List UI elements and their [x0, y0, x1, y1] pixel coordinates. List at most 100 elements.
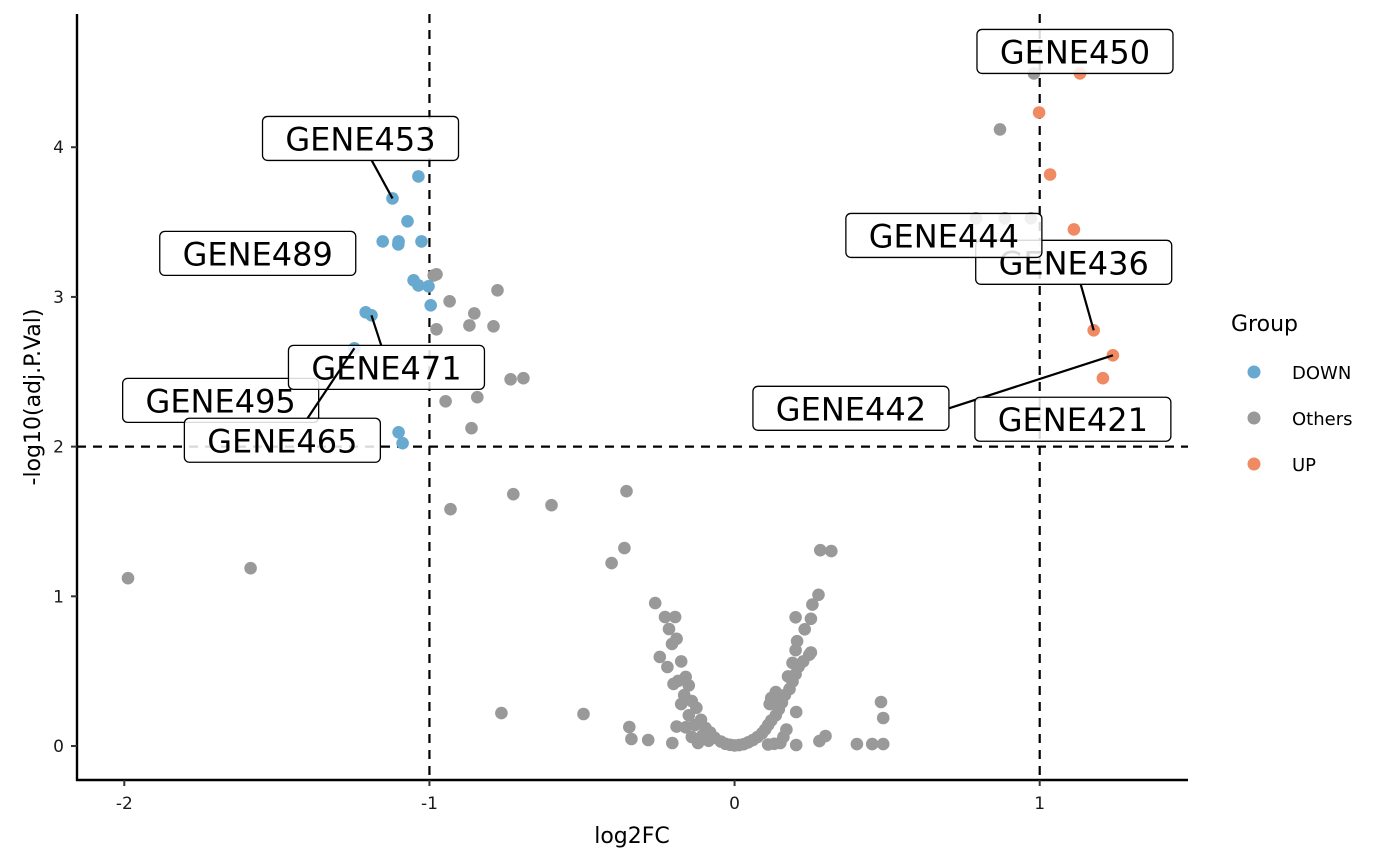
point-down — [415, 235, 428, 248]
point-down — [365, 309, 378, 322]
point-down — [392, 238, 405, 251]
label-text: GENE465 — [207, 422, 357, 460]
gene-label-gene495: GENE495 — [122, 377, 320, 423]
label-text: GENE471 — [311, 349, 461, 387]
x-tick-label: -1 — [421, 794, 438, 814]
label-text: GENE421 — [998, 401, 1148, 439]
point-others — [789, 611, 802, 624]
point-others — [495, 706, 508, 720]
point-others — [665, 637, 679, 651]
y-tick-label: 1 — [53, 587, 64, 607]
point-others — [789, 705, 803, 719]
legend-label-up: UP — [1292, 455, 1316, 476]
point-others — [517, 371, 530, 385]
point-others — [682, 679, 696, 692]
point-others — [577, 707, 590, 721]
y-tick-label: 0 — [53, 737, 64, 757]
leader-line — [1079, 284, 1095, 331]
gene-label-gene471: GENE471 — [287, 315, 486, 390]
point-others — [491, 284, 504, 297]
point-others — [761, 738, 775, 751]
label-text: GENE453 — [285, 120, 435, 158]
point-others — [668, 610, 682, 624]
point-others — [670, 720, 683, 733]
point-others — [798, 623, 811, 636]
legend-marker-others — [1247, 411, 1261, 425]
point-others — [769, 685, 783, 699]
point-others — [439, 395, 452, 408]
y-tick-label: 4 — [53, 138, 64, 158]
point-up — [1043, 168, 1057, 181]
point-others — [790, 634, 804, 648]
label-box — [261, 115, 460, 162]
leader-line — [370, 315, 383, 346]
x-tick-label: -2 — [116, 794, 133, 814]
point-others — [618, 541, 631, 555]
data-points — [121, 67, 1120, 752]
point-others — [662, 622, 676, 636]
gene-label-gene442: GENE442 — [752, 354, 1114, 431]
point-others — [674, 655, 688, 668]
point-others — [702, 734, 715, 748]
x-tick-label: 0 — [729, 794, 740, 814]
point-others — [825, 544, 838, 558]
point-others — [819, 729, 832, 743]
point-others — [463, 319, 476, 332]
point-up — [1096, 371, 1110, 385]
label-text: GENE450 — [1000, 33, 1150, 71]
point-others — [605, 556, 618, 570]
point-down — [396, 436, 409, 450]
point-others — [763, 697, 776, 711]
point-others — [803, 648, 816, 661]
point-others — [661, 660, 674, 674]
point-others — [244, 561, 257, 575]
label-box — [752, 385, 950, 431]
point-down — [424, 299, 438, 312]
point-others — [504, 373, 517, 386]
point-others — [780, 723, 793, 736]
point-others — [623, 720, 636, 734]
gene-label-gene450: GENE450 — [976, 28, 1174, 75]
point-others — [465, 421, 478, 435]
point-others — [789, 738, 803, 752]
gene-label-gene444: GENE444 — [845, 212, 1043, 259]
legend-marker-down — [1247, 365, 1261, 379]
point-down — [412, 170, 425, 183]
gene-labels: GENE453 GENE489 GENE495 GENE471 GENE465 GENE4… — [122, 28, 1174, 463]
point-others — [625, 732, 638, 746]
point-others — [865, 737, 879, 751]
label-text: GENE489 — [183, 235, 333, 273]
point-others — [786, 656, 799, 670]
point-others — [468, 307, 481, 320]
point-others — [804, 612, 818, 626]
y-axis-title: -log10(adj.P.Val) — [21, 309, 46, 486]
label-text: GENE442 — [776, 390, 926, 428]
point-others — [641, 733, 655, 747]
point-others — [648, 596, 662, 610]
legend-title: Group — [1231, 312, 1298, 337]
leader-line — [306, 347, 356, 419]
point-others — [682, 709, 696, 722]
point-down — [401, 215, 414, 228]
point-up — [1032, 106, 1046, 119]
point-down — [376, 235, 390, 248]
point-others — [876, 737, 890, 751]
series-others — [121, 67, 1041, 752]
gene-label-gene453: GENE453 — [261, 115, 460, 199]
point-others — [545, 498, 558, 512]
series-up — [1032, 67, 1120, 385]
point-others — [620, 484, 633, 498]
leader-line — [370, 159, 394, 199]
gene-label-gene489: GENE489 — [159, 230, 357, 277]
point-up — [1067, 223, 1081, 236]
axes: -2 -1 0 1 0 1 2 3 4 — [53, 14, 1188, 814]
point-others — [993, 123, 1007, 136]
point-down — [422, 280, 435, 293]
point-others — [679, 721, 692, 734]
point-others — [121, 571, 135, 585]
gene-label-gene465: GENE465 — [183, 347, 382, 463]
point-others — [874, 695, 888, 709]
point-others — [667, 677, 680, 691]
label-box — [183, 417, 382, 463]
label-box — [287, 344, 486, 390]
